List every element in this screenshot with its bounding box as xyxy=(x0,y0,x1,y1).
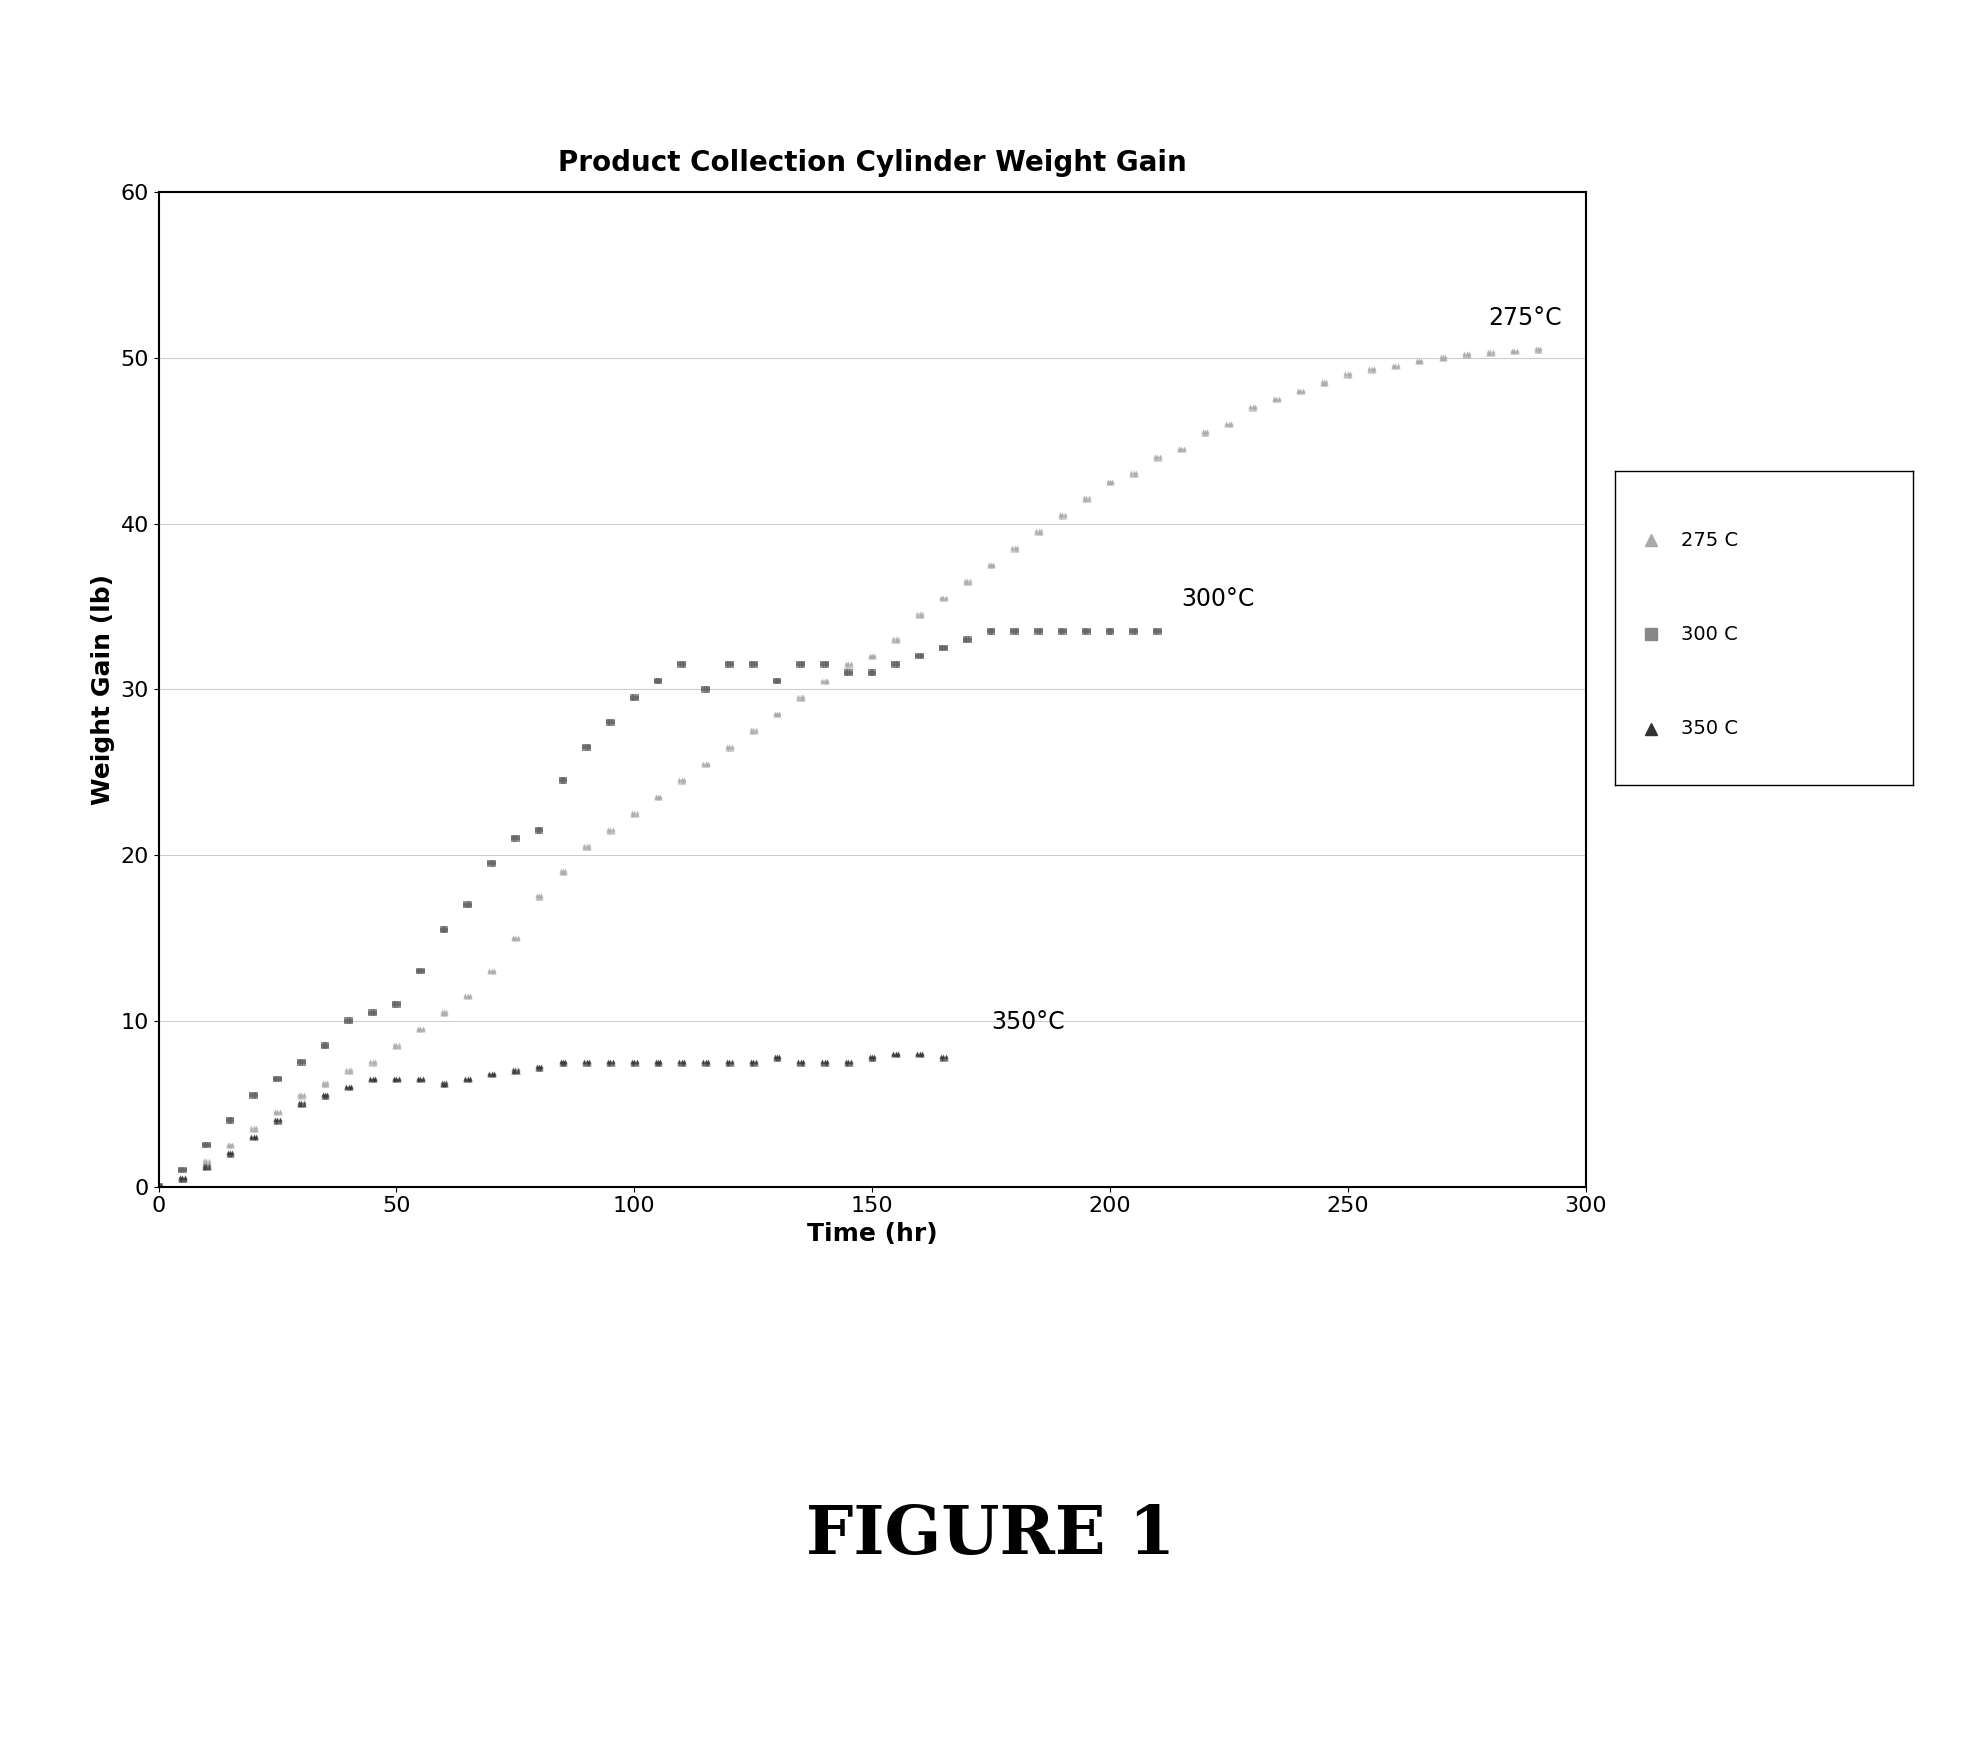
Text: 350 C: 350 C xyxy=(1681,719,1738,738)
Text: 300 C: 300 C xyxy=(1681,625,1738,644)
Text: 275 C: 275 C xyxy=(1681,530,1738,550)
X-axis label: Time (hr): Time (hr) xyxy=(807,1222,937,1246)
Text: FIGURE 1: FIGURE 1 xyxy=(807,1502,1175,1569)
Y-axis label: Weight Gain (lb): Weight Gain (lb) xyxy=(91,574,115,804)
Text: 300°C: 300°C xyxy=(1181,588,1255,611)
Text: 275°C: 275°C xyxy=(1488,305,1562,330)
Title: Product Collection Cylinder Weight Gain: Product Collection Cylinder Weight Gain xyxy=(557,148,1187,176)
Text: 350°C: 350°C xyxy=(991,1010,1064,1035)
